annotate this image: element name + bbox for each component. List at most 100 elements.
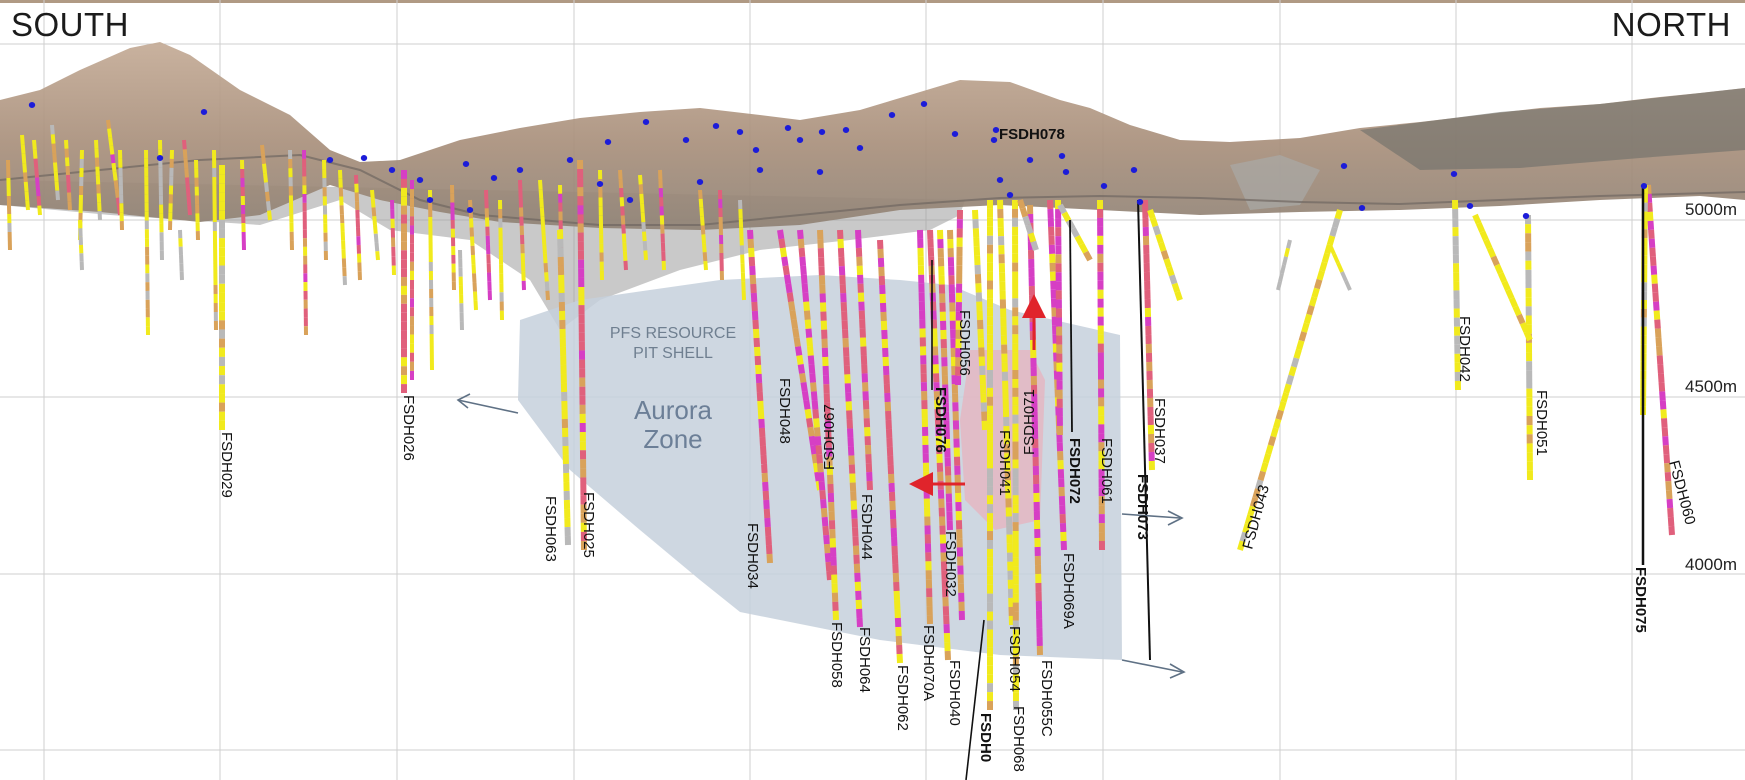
core-segment	[753, 337, 761, 348]
label-fsdh048: FSDH048	[776, 378, 793, 444]
core-segment	[1247, 505, 1256, 516]
label-fsdh068: FSDH068	[1010, 706, 1027, 772]
core-segment	[822, 525, 830, 536]
core-segment	[66, 174, 71, 184]
core-segment	[812, 462, 821, 473]
core-segment	[50, 134, 56, 144]
core-segment	[823, 534, 830, 545]
core-segment	[1022, 215, 1031, 226]
core-segment	[642, 231, 647, 242]
core-segment	[752, 328, 760, 339]
core-segment	[25, 200, 30, 211]
collar-dot	[696, 179, 704, 185]
core-segment	[797, 229, 804, 240]
core-segment	[1027, 232, 1037, 243]
planned-hole-trace	[1069, 219, 1073, 433]
core-segment	[1490, 255, 1500, 267]
core-segment	[538, 179, 543, 190]
core-segment	[761, 463, 768, 474]
core-segment	[1505, 288, 1515, 300]
core-segment	[1655, 337, 1663, 347]
core-segment	[1667, 507, 1674, 518]
core-segment	[698, 189, 703, 200]
core-segment	[813, 418, 820, 428]
core-segment	[1070, 227, 1080, 238]
core-segment	[778, 238, 786, 249]
core-segment	[642, 240, 648, 251]
core-segment	[798, 247, 806, 258]
core-segment	[801, 390, 810, 401]
core-segment	[542, 253, 548, 264]
core-segment	[541, 226, 546, 236]
collar-dot	[736, 129, 744, 135]
core-segment	[1483, 238, 1493, 250]
core-segment	[1316, 270, 1325, 281]
core-segment	[748, 256, 756, 267]
core-segment	[800, 265, 807, 276]
core-segment	[622, 242, 627, 252]
core-segment	[114, 188, 120, 198]
core-segment	[1656, 355, 1664, 365]
collar-dot	[626, 197, 634, 203]
core-segment	[812, 409, 820, 419]
core-segment	[1168, 274, 1178, 285]
slate-arrow-right-top	[1121, 513, 1181, 519]
collar-dot	[1466, 203, 1474, 209]
label-fsdh029: FSDH029	[218, 432, 235, 498]
collar-dot	[1006, 192, 1014, 198]
collar-dot	[990, 137, 998, 143]
core-segment	[1242, 522, 1251, 534]
core-segment	[260, 144, 265, 155]
core-segment	[754, 346, 761, 357]
core-segment	[1163, 258, 1172, 269]
core-segment	[20, 144, 26, 154]
core-segment	[544, 272, 549, 282]
core-segment	[1645, 184, 1652, 195]
collar-dot	[1136, 199, 1144, 205]
label-fsdh044: FSDH044	[858, 494, 875, 560]
slate-arrow-right-top-head	[1167, 510, 1184, 526]
core-segment	[264, 182, 269, 193]
core-segment	[1657, 373, 1665, 383]
core-segment	[620, 215, 626, 225]
core-segment	[621, 224, 626, 234]
core-segment	[1653, 301, 1660, 311]
core-segment	[797, 364, 806, 374]
collar-dot	[856, 145, 864, 151]
collar-dot	[326, 157, 334, 163]
collar-dot	[784, 125, 792, 131]
core-segment	[34, 167, 39, 178]
core-segment	[185, 177, 190, 188]
core-segment	[783, 274, 792, 285]
core-segment	[52, 152, 57, 163]
core-segment	[750, 283, 757, 294]
core-segment	[1331, 217, 1341, 229]
core-segment	[1152, 225, 1162, 236]
core-segment	[32, 139, 37, 150]
core-segment	[23, 172, 28, 183]
core-segment	[759, 436, 766, 447]
core-segment	[803, 399, 811, 410]
core-segment	[54, 181, 60, 191]
core-segment	[1664, 471, 1672, 482]
core-segment	[1160, 249, 1170, 261]
core-segment	[638, 184, 644, 195]
core-segment	[639, 193, 644, 204]
core-segment	[1290, 357, 1300, 368]
core-segment	[111, 162, 117, 173]
core-segment	[751, 301, 758, 312]
core-segment	[1319, 261, 1328, 272]
core-segment	[373, 233, 379, 243]
core-segment	[1334, 209, 1343, 220]
core-segment	[1646, 202, 1653, 213]
core-segment	[804, 408, 812, 419]
core-segment	[765, 544, 773, 555]
core-segment	[1260, 461, 1269, 473]
label-fsdh043: FSDH043	[1239, 483, 1272, 551]
core-segment	[781, 256, 789, 267]
labelled-drillholes	[219, 159, 1675, 780]
core-segment	[621, 233, 627, 243]
core-segment	[806, 417, 814, 428]
core-segment	[1025, 224, 1034, 235]
